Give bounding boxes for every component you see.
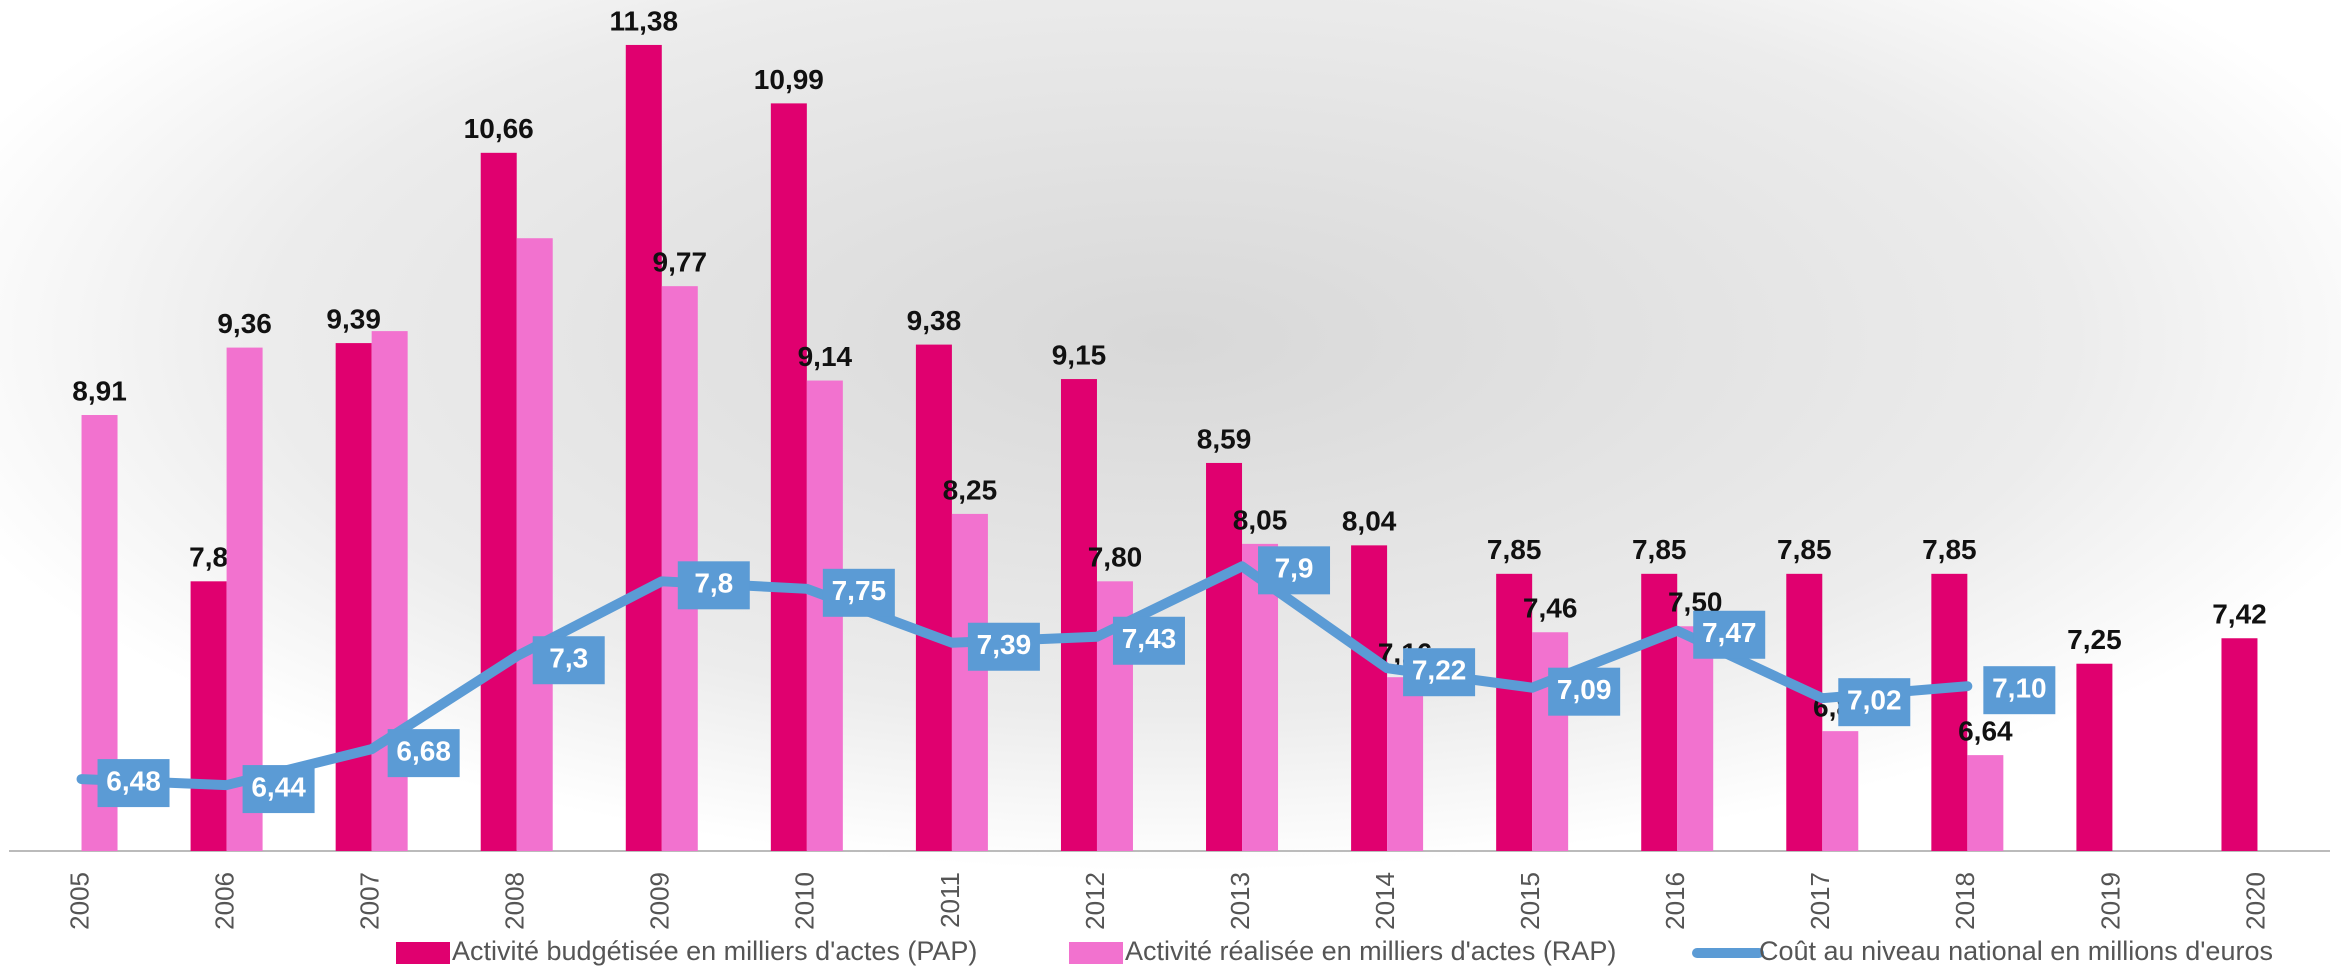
data-label: 7,85 xyxy=(1777,534,1832,565)
x-tick-label: 2009 xyxy=(645,872,675,930)
data-label: 8,59 xyxy=(1197,423,1252,454)
data-label: 8,04 xyxy=(1342,506,1397,537)
x-tick-label: 2020 xyxy=(2240,872,2270,930)
bar xyxy=(517,238,553,851)
data-label: 7,8 xyxy=(694,568,733,599)
data-label: 10,99 xyxy=(754,64,824,95)
bar xyxy=(1967,755,2003,851)
data-label: 7,09 xyxy=(1557,674,1612,705)
x-tick-label: 2019 xyxy=(2095,872,2125,930)
bar xyxy=(1061,379,1097,851)
data-label: 7,3 xyxy=(549,643,588,674)
data-label: 7,47 xyxy=(1702,617,1757,648)
data-label: 7,85 xyxy=(1922,534,1977,565)
bar xyxy=(191,581,227,851)
legend-swatch xyxy=(1069,942,1123,964)
data-label: 7,39 xyxy=(977,629,1032,660)
x-tick-label: 2015 xyxy=(1515,872,1545,930)
data-label: 7,43 xyxy=(1122,623,1177,654)
data-label: 11,38 xyxy=(610,5,679,36)
x-tick-label: 2017 xyxy=(1805,872,1835,930)
data-label: 9,15 xyxy=(1052,339,1107,370)
data-label: 7,85 xyxy=(1632,534,1687,565)
data-label: 6,64 xyxy=(1958,716,2013,747)
bar xyxy=(2221,638,2257,851)
data-label: 7,80 xyxy=(1088,542,1143,573)
bar xyxy=(1532,632,1568,851)
x-tick-label: 2011 xyxy=(935,872,965,928)
legend-label: Coût au niveau national en millions d'eu… xyxy=(1759,936,2273,966)
data-label: 8,25 xyxy=(943,474,998,505)
data-label: 7,8 xyxy=(189,542,228,573)
data-label: 9,77 xyxy=(653,247,708,278)
data-label: 8,91 xyxy=(72,375,127,406)
data-label: 6,48 xyxy=(106,765,161,796)
data-label: 7,85 xyxy=(1487,534,1542,565)
x-tick-label: 2013 xyxy=(1225,872,1255,930)
data-label: 7,9 xyxy=(1275,553,1314,584)
data-label: 9,38 xyxy=(907,305,962,336)
data-label: 7,75 xyxy=(832,575,887,606)
bar xyxy=(1822,731,1858,851)
x-tick-label: 2014 xyxy=(1370,872,1400,930)
data-label: 10,66 xyxy=(464,113,534,144)
legend-label: Activité budgétisée en milliers d'actes … xyxy=(452,936,977,966)
data-label: 9,14 xyxy=(798,341,853,372)
bar xyxy=(916,345,952,851)
data-label: 7,10 xyxy=(1992,673,2047,704)
data-label: 7,02 xyxy=(1847,685,1902,716)
x-tick-label: 2016 xyxy=(1660,872,1690,930)
x-tick-label: 2008 xyxy=(500,872,530,930)
data-label: 9,39 xyxy=(326,303,381,334)
legend-swatch xyxy=(396,942,450,964)
chart: 2005 2006 2007 2008 2009 2010 2011 2012 2013 2014… xyxy=(0,0,2341,969)
x-tick-label: 2007 xyxy=(355,872,385,930)
data-label: 6,68 xyxy=(396,736,451,767)
bar xyxy=(1931,574,1967,851)
bar xyxy=(1387,677,1423,851)
x-tick-label: 2012 xyxy=(1080,872,1110,930)
x-tick-label: 2005 xyxy=(64,872,94,930)
x-tick-label: 2018 xyxy=(1950,872,1980,930)
data-label: 7,42 xyxy=(2212,599,2267,630)
x-tick-label: 2010 xyxy=(790,872,820,930)
bar xyxy=(771,103,807,851)
x-tick-label: 2006 xyxy=(209,872,239,930)
bar xyxy=(1677,626,1713,851)
bar xyxy=(336,343,372,851)
data-label: 7,22 xyxy=(1412,655,1467,686)
bar xyxy=(952,514,988,851)
data-label: 7,25 xyxy=(2067,624,2122,655)
legend-label: Activité réalisée en milliers d'actes (R… xyxy=(1125,936,1616,966)
bar xyxy=(1351,545,1387,851)
data-label: 9,36 xyxy=(217,308,272,339)
data-label: 7,46 xyxy=(1523,593,1578,624)
bar xyxy=(481,153,517,851)
bar xyxy=(2076,664,2112,851)
bar xyxy=(626,45,662,851)
data-label: 6,44 xyxy=(251,771,306,802)
data-label: 8,05 xyxy=(1233,504,1288,535)
